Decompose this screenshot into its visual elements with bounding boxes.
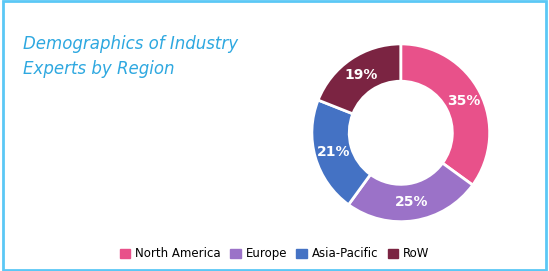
Text: 21%: 21% xyxy=(317,145,350,159)
Wedge shape xyxy=(349,163,473,222)
Text: Demographics of Industry
Experts by Region: Demographics of Industry Experts by Regi… xyxy=(23,35,238,78)
Text: 19%: 19% xyxy=(345,68,378,82)
Wedge shape xyxy=(318,44,401,114)
Text: 35%: 35% xyxy=(447,94,480,108)
Legend: North America, Europe, Asia-Pacific, RoW: North America, Europe, Asia-Pacific, RoW xyxy=(115,243,434,265)
Text: 25%: 25% xyxy=(395,195,429,209)
Wedge shape xyxy=(401,44,490,185)
Wedge shape xyxy=(312,100,371,205)
